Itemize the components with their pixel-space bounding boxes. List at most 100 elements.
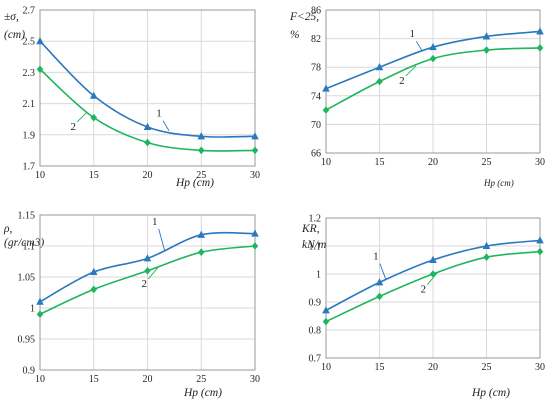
series-1-point (251, 132, 259, 140)
series-2-point (251, 242, 259, 250)
series-1-point (89, 91, 98, 99)
y-tick-label: 74 (311, 91, 321, 102)
x-tick-label: 20 (143, 374, 153, 385)
x-tick-label: 25 (196, 170, 206, 181)
chart2-xlabel: Hp (cm) (483, 178, 514, 188)
series-1-label: 1 (152, 216, 158, 228)
x-tick-label: 15 (89, 170, 99, 181)
y-tick-label: 1 (316, 270, 321, 281)
series-1-point (89, 267, 98, 276)
series-2-point (144, 138, 151, 147)
series-1-point (375, 278, 384, 286)
series-2-point (197, 248, 205, 256)
y-tick-label: 1.15 (18, 211, 36, 222)
series-2-point (90, 113, 98, 122)
y-tick-label: 86 (311, 6, 321, 17)
chart1-xlabel: Hp (cm) (175, 177, 214, 189)
series-1-point (429, 42, 437, 51)
series-2-point (483, 46, 490, 54)
chart4-ylabel-line1: KR, (301, 223, 320, 235)
series-1-point (197, 230, 206, 238)
y-tick-label: 0.95 (18, 335, 36, 346)
series-1-point (36, 297, 44, 305)
x-tick-label: 15 (375, 157, 385, 168)
plot-frame (39, 9, 256, 167)
x-tick-label: 25 (482, 362, 492, 373)
series-1-point (36, 37, 44, 45)
chart3-ylabel-line2: (gr/cm3) (4, 237, 44, 249)
series-1-leader (379, 263, 387, 280)
series-1-point (536, 236, 544, 244)
series-1-point (482, 32, 491, 40)
chart2-ylabel-line2: % (290, 29, 300, 41)
y-tick-label: 0.8 (309, 326, 322, 337)
chart2-plot: 66 70 74 78 82 86 10 15 20 25 30 1 2 (311, 6, 545, 169)
chart4-xlabel: Hp (cm) (471, 387, 510, 399)
y-tick-label: 2.3 (23, 68, 36, 79)
x-tick-label: 25 (482, 157, 492, 168)
series-2-point (322, 317, 330, 326)
y-tick-label: 66 (311, 149, 321, 160)
y-tick-label: 1.1 (309, 242, 322, 253)
series-2-point (36, 65, 44, 74)
series-2-point (36, 310, 44, 318)
series-2-point (429, 270, 437, 278)
series-1-leader (162, 120, 170, 131)
series-2-leader (147, 266, 159, 280)
series-2-label: 2 (142, 278, 148, 290)
series-1-label: 1 (156, 108, 162, 120)
series-2-label: 2 (399, 75, 405, 87)
x-tick-label: 15 (375, 362, 385, 373)
series-1-point (536, 27, 544, 35)
chart3-plot: 0.9 0.95 1 1.05 1.1 1.15 10 15 20 25 30 1 2 (18, 211, 261, 386)
chart2-ylabel-line1: F<25, (289, 11, 319, 23)
y-tick-label: 1.1 (23, 242, 36, 253)
series-1-leader (158, 228, 166, 251)
x-tick-label: 30 (250, 170, 260, 181)
y-tick-label: 1 (30, 304, 35, 315)
series-1-point (251, 229, 259, 237)
x-tick-label: 10 (35, 374, 45, 385)
series-1-point (197, 132, 206, 140)
series-1-point (429, 255, 437, 263)
series-2-point (90, 285, 98, 294)
series-2-point (376, 77, 383, 86)
x-tick-label: 30 (535, 362, 545, 373)
series-1-point (482, 241, 491, 249)
y-tick-label: 0.7 (309, 354, 322, 365)
y-tick-label: 2.1 (23, 99, 36, 110)
y-tick-label: 2.5 (23, 37, 36, 48)
series-1-point (322, 306, 330, 314)
y-tick-label: 0.9 (309, 298, 322, 309)
chart4-plot: 0.7 0.8 0.9 1 1.1 1.2 10 15 20 25 30 1 2 (309, 214, 546, 374)
series-1-point (322, 84, 330, 92)
x-tick-label: 10 (321, 157, 331, 168)
chart-panel-sigma: ±σ, (cm) 1.71.92.12.32.52.710 15 20 25 3012 … (4, 6, 260, 190)
x-tick-label: 20 (428, 157, 438, 168)
chart3-xlabel: Hp (cm) (183, 387, 222, 399)
y-tick-label: 82 (311, 34, 321, 45)
x-tick-label: 20 (143, 170, 153, 181)
series-1-leader (415, 40, 423, 52)
y-tick-label: 1.2 (309, 214, 322, 225)
x-tick-label: 15 (89, 374, 99, 385)
series-1-label: 1 (373, 251, 379, 263)
chart4-ylabel-line2: kN/m (302, 239, 326, 251)
series-2-label: 2 (421, 284, 427, 296)
y-tick-label: 0.9 (23, 366, 36, 377)
x-tick-label: 10 (35, 170, 45, 181)
series-2-point (536, 247, 544, 256)
x-tick-label: 30 (250, 374, 260, 385)
series-2-leader (76, 111, 88, 123)
chart1-plot: 1.7 1.9 2.1 2.3 2.5 2.7 10 15 20 25 30 1 2 (23, 6, 261, 182)
chart1-ylabel-line2: (cm) (4, 29, 25, 41)
series-2-point (483, 253, 490, 261)
chart1-ylabel-line1: ±σ, (4, 11, 19, 23)
x-tick-label: 20 (428, 362, 438, 373)
series-2-point (144, 267, 151, 275)
plot-frame (39, 214, 256, 371)
chart-panel-kr: KR, kN/m 0.7 0.8 0.9 1 1.1 1.2 10 15 20 25 30 1 2 Hp… (301, 214, 545, 400)
series-2-point (536, 44, 544, 52)
x-tick-label: 30 (535, 157, 545, 168)
